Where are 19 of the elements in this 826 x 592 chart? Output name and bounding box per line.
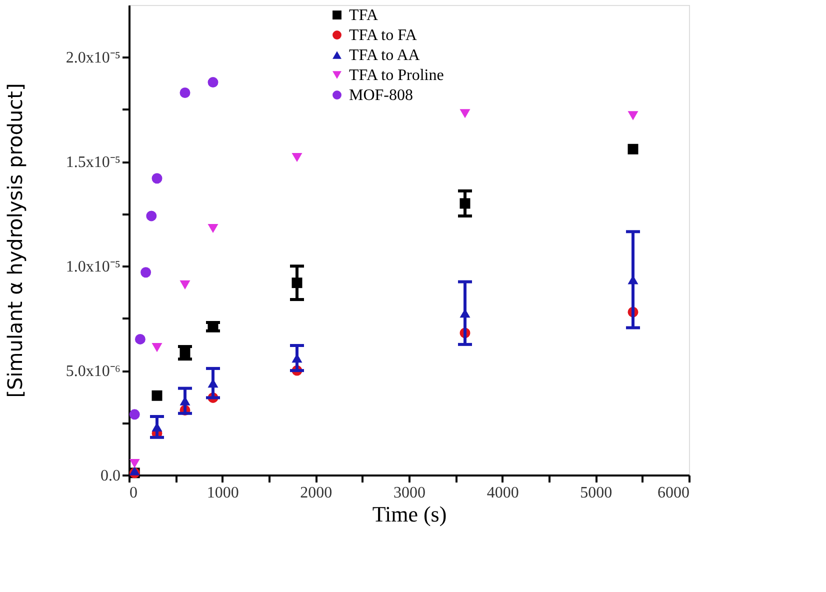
y-tick-label: 1.0x10⁻⁵ xyxy=(66,258,120,276)
y-axis-title: [Simulant α hydrolysis product] xyxy=(2,83,27,398)
x-tick-label: 2000 xyxy=(300,484,332,502)
legend-label: MOF-808 xyxy=(349,87,414,104)
legend-label: TFA to FA xyxy=(349,27,418,44)
x-tick-label: 4000 xyxy=(486,484,519,502)
legend-label: TFA to Proline xyxy=(349,67,444,84)
y-tick-label: 5.0x10⁻⁶ xyxy=(66,363,120,380)
x-tick-label: 0 xyxy=(130,484,138,502)
y-tick-label: 1.5x10⁻⁵ xyxy=(66,154,120,172)
x-tick-label: 1000 xyxy=(206,484,239,502)
x-axis-title: Time (s) xyxy=(372,502,447,526)
x-tick-label: 3000 xyxy=(394,484,426,502)
legend-label: TFA to AA xyxy=(349,47,420,64)
legend-label: TFA xyxy=(349,7,378,24)
x-tick-label: 6000 xyxy=(658,484,690,502)
y-tick-label: 0.0 xyxy=(100,468,120,484)
x-tick-label: 5000 xyxy=(580,484,612,502)
y-tick-label: 2.0x10⁻⁵ xyxy=(66,50,120,67)
